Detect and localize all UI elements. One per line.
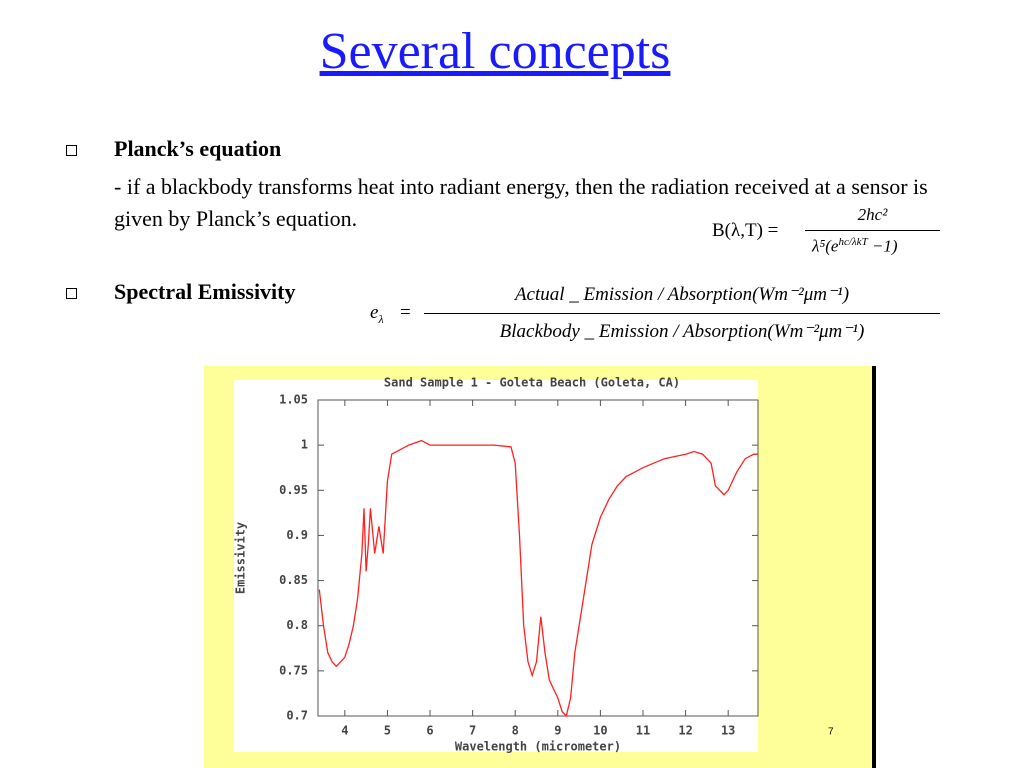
- x-tick-label: 8: [512, 724, 519, 738]
- y-tick-label: 1.05: [279, 393, 308, 407]
- plot-frame: [317, 399, 759, 717]
- lhs-subscript: λ: [378, 311, 384, 326]
- equation-lhs: eλ: [370, 302, 384, 327]
- x-tick-label: 13: [721, 724, 735, 738]
- x-tick-label: 9: [554, 724, 561, 738]
- x-tick-label: 5: [384, 724, 391, 738]
- bullet: [66, 288, 77, 299]
- fraction-bar: [424, 313, 940, 314]
- x-axis-label: Wavelength (micrometer): [455, 740, 621, 754]
- slide-title: Several concepts: [319, 23, 671, 80]
- page-number: 7: [828, 727, 834, 738]
- bullet-heading: Spectral Emissivity: [114, 279, 296, 304]
- equals: =: [400, 302, 411, 323]
- x-tick-label: 11: [636, 724, 650, 738]
- equation-numerator: Actual _ Emission / Absorption(Wm⁻²μm⁻¹): [514, 284, 850, 305]
- y-tick-label: 0.9: [286, 528, 308, 542]
- denominator-base: λ⁵(e: [812, 236, 839, 256]
- data-line: [318, 439, 758, 718]
- equation-lhs: B(λ,T) =: [712, 220, 779, 241]
- chart: Sand Sample 1 - Goleta Beach (Goleta, CA…: [204, 366, 876, 768]
- x-tick-label: 4: [341, 724, 348, 738]
- bullet-heading: Planck’s equation: [114, 136, 282, 161]
- y-axis-label: Emissivity: [234, 522, 248, 594]
- y-tick-label: 1: [301, 438, 308, 452]
- x-tick-label: 12: [678, 724, 692, 738]
- y-tick-label: 0.7: [286, 709, 308, 723]
- y-tick-label: 0.8: [286, 618, 308, 632]
- chart-title: Sand Sample 1 - Goleta Beach (Goleta, CA…: [384, 376, 680, 390]
- lhs: e: [370, 302, 379, 323]
- x-tick-label: 10: [593, 724, 607, 738]
- equation-denominator: Blackbody _ Emission / Absorption(Wm⁻²μm…: [499, 321, 865, 342]
- equation-denominator: λ⁵(ehc/λkT −1): [812, 236, 898, 257]
- equation-numerator: 2hc²: [857, 205, 888, 224]
- bullet-text: - if a blackbody transforms heat into ra…: [114, 174, 928, 231]
- denominator-exponent: hc/λkT: [838, 236, 868, 248]
- fraction-bar: [805, 230, 940, 231]
- denominator-end: −1): [871, 236, 898, 256]
- shadow: [872, 366, 876, 768]
- y-tick-label: 0.95: [279, 483, 308, 497]
- x-tick-label: 7: [469, 724, 476, 738]
- y-tick-label: 0.85: [279, 573, 308, 587]
- plot-panel: [234, 380, 758, 752]
- x-tick-label: 6: [426, 724, 433, 738]
- bullet: [66, 145, 77, 156]
- y-tick-label: 0.75: [279, 663, 308, 677]
